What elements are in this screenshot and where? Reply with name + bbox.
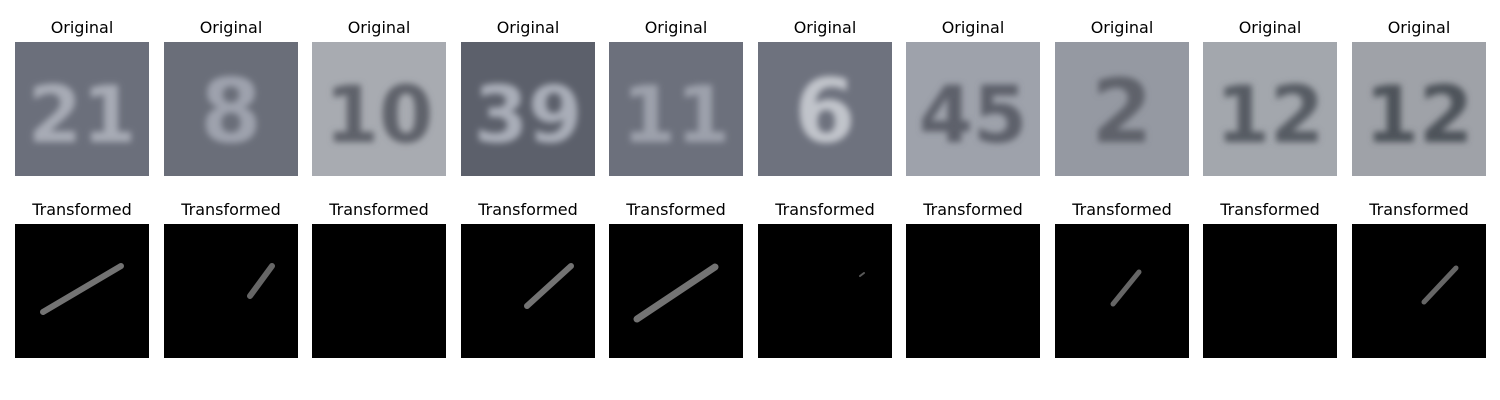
- image-background: [1055, 224, 1189, 358]
- transformed-panel: Transformed: [609, 196, 743, 358]
- transformed-panel: Transformed: [15, 196, 149, 358]
- transformed-panel: Transformed: [164, 196, 298, 358]
- transformed-panel: Transformed: [758, 196, 892, 358]
- original-panel: Original 10: [312, 14, 446, 176]
- digit-glyph: 39: [474, 71, 583, 161]
- digit-glyph: 10: [325, 71, 434, 161]
- image-background: [1352, 224, 1486, 358]
- transformed-image: [609, 224, 743, 358]
- original-row: Original 21 Original 8 Original 10 Original 39 O…: [0, 14, 1500, 176]
- original-panel: Original 11: [609, 14, 743, 176]
- image-background: [609, 42, 743, 176]
- transformed-panel: Transformed: [1203, 196, 1337, 358]
- panel-title: Transformed: [1369, 200, 1469, 219]
- panel-title: Transformed: [329, 200, 429, 219]
- digit-glyph: 21: [28, 71, 137, 161]
- original-panel: Original 39: [461, 14, 595, 176]
- panel-title: Transformed: [1220, 200, 1320, 219]
- image-background: [164, 42, 298, 176]
- panel-title: Original: [347, 18, 411, 37]
- digit-glyph: 6: [794, 60, 855, 163]
- transformed-panel: Transformed: [1352, 196, 1486, 358]
- image-background: [1055, 42, 1189, 176]
- transformed-image: [1352, 224, 1486, 358]
- panel-title: Original: [1387, 18, 1451, 37]
- image-background: [758, 42, 892, 176]
- panel-title: Original: [1238, 18, 1302, 37]
- original-panel: Original 6: [758, 14, 892, 176]
- original-image: 11: [609, 42, 743, 176]
- transformed-image: [15, 224, 149, 358]
- panel-title: Transformed: [1072, 200, 1172, 219]
- transformed-image: [312, 224, 446, 358]
- image-background: [164, 224, 298, 358]
- image-background: [312, 42, 446, 176]
- stroke-mark: [247, 263, 275, 299]
- digit-glyph: 45: [919, 71, 1028, 161]
- panel-title: Original: [644, 18, 708, 37]
- transformed-panel: Transformed: [461, 196, 595, 358]
- panel-title: Original: [50, 18, 114, 37]
- transformed-image: [758, 224, 892, 358]
- panel-title: Transformed: [32, 200, 132, 219]
- original-image: 45: [906, 42, 1040, 176]
- image-background: [461, 42, 595, 176]
- original-image: 6: [758, 42, 892, 176]
- stroke-mark: [633, 263, 719, 323]
- original-panel: Original 45: [906, 14, 1040, 176]
- panel-title: Original: [496, 18, 560, 37]
- original-panel: Original 12: [1203, 14, 1337, 176]
- image-background: [312, 224, 446, 358]
- transformed-row: Transformed Transformed Transformed Transfo…: [0, 196, 1500, 358]
- image-background: [758, 224, 892, 358]
- stroke-mark: [859, 272, 865, 277]
- original-image: 2: [1055, 42, 1189, 176]
- original-image: 12: [1203, 42, 1337, 176]
- image-background: [1203, 224, 1337, 358]
- digit-glyph: 12: [1216, 71, 1325, 161]
- transformed-image: [461, 224, 595, 358]
- transformed-panel: Transformed: [906, 196, 1040, 358]
- original-panel: Original 12: [1352, 14, 1486, 176]
- transformed-image: [164, 224, 298, 358]
- transformed-image: [906, 224, 1040, 358]
- panel-title: Transformed: [775, 200, 875, 219]
- transformed-panel: Transformed: [1055, 196, 1189, 358]
- image-background: [15, 224, 149, 358]
- original-image: 10: [312, 42, 446, 176]
- original-panel: Original 2: [1055, 14, 1189, 176]
- panel-title: Transformed: [478, 200, 578, 219]
- digit-glyph: 11: [622, 71, 731, 161]
- stroke-mark: [524, 263, 574, 309]
- image-background: [1352, 42, 1486, 176]
- original-panel: Original 21: [15, 14, 149, 176]
- stroke-mark: [1421, 265, 1459, 305]
- panel-title: Transformed: [923, 200, 1023, 219]
- transformed-image: [1055, 224, 1189, 358]
- original-image: 21: [15, 42, 149, 176]
- digit-glyph: 8: [200, 60, 261, 163]
- panel-title: Transformed: [626, 200, 726, 219]
- panel-title: Transformed: [181, 200, 281, 219]
- digit-glyph: 2: [1091, 60, 1152, 163]
- panel-title: Original: [1090, 18, 1154, 37]
- panel-title: Original: [199, 18, 263, 37]
- transformed-panel: Transformed: [312, 196, 446, 358]
- image-background: [461, 224, 595, 358]
- original-image: 12: [1352, 42, 1486, 176]
- image-background: [1203, 42, 1337, 176]
- stroke-mark: [40, 263, 124, 315]
- image-background: [609, 224, 743, 358]
- digit-glyph: 12: [1365, 71, 1474, 161]
- transformed-image: [1203, 224, 1337, 358]
- image-background: [906, 224, 1040, 358]
- original-panel: Original 8: [164, 14, 298, 176]
- panel-title: Original: [941, 18, 1005, 37]
- original-image: 39: [461, 42, 595, 176]
- original-image: 8: [164, 42, 298, 176]
- image-background: [906, 42, 1040, 176]
- stroke-mark: [1110, 269, 1142, 307]
- panel-title: Original: [793, 18, 857, 37]
- image-background: [15, 42, 149, 176]
